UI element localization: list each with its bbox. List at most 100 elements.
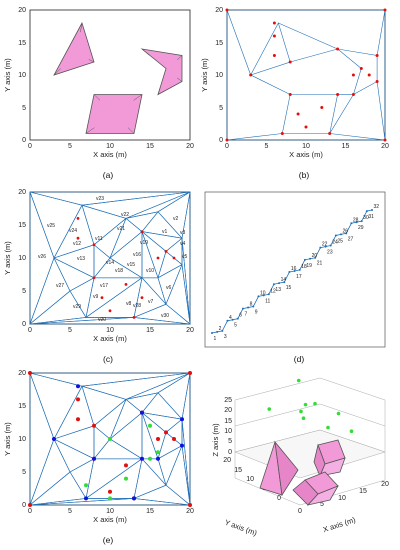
tree-node-label: 4 [229,315,232,321]
panel-f-xtick: 5 [320,501,324,508]
panel-f-points [267,378,354,434]
tree-node-label: 14 [281,277,287,283]
panel-b-xtick: 5 [265,143,269,150]
panel-f-xtick: 15 [359,488,367,495]
panel-a-xtick: 10 [106,143,114,150]
red-point [76,397,80,402]
panel-a-ylabel: Y axis (m) [3,58,12,92]
panel-a-ytick: 10 [18,72,26,79]
triangle-edge [109,411,143,460]
panel-c-vertex-label: v10 [146,268,154,274]
tree-edge [314,247,321,258]
red-point [288,60,292,64]
panel-c-vertex-label: v17 [100,283,108,289]
tree-node [252,305,255,308]
triangle-edge [141,277,167,305]
triangle-edge [157,444,183,487]
panel-c-vertex-label: v5 [182,254,188,260]
triangle-edge [181,191,191,325]
green-point [336,411,341,416]
green-point [349,429,354,434]
triangle-edge [133,458,167,499]
tree-node [241,307,244,310]
red-point [132,316,136,319]
panel-e-xtick: 5 [68,508,72,515]
blue-point [92,456,96,461]
panel-c-vertex-label: v6 [166,285,172,291]
red-point [76,417,80,422]
obstacle-edge [157,87,161,95]
green-point [296,378,301,383]
red-point [108,309,112,313]
tree-edge [283,271,290,283]
tree-node-label: 2 [219,326,222,332]
red-point [172,256,176,260]
panel-f-ylabel: Y axis (m) [224,518,259,538]
panel-c-vertex-label: v20 [98,317,106,323]
tree-node [329,244,332,247]
panel-e-points [28,371,192,507]
panel-e-ytick: 5 [22,469,26,476]
panel-e-xticks: 0 5 10 15 20 [28,508,194,515]
panel-c-vertex-label: v14 [106,260,114,266]
tree-node-label: 18 [301,264,307,270]
tree-edge [252,296,259,307]
triangle-edge [29,372,83,440]
tree-node-label: 6 [239,313,242,319]
panel-f-ztick: 15 [224,418,232,425]
tree-node [283,281,286,284]
tree-node [262,294,265,297]
red-point [108,489,112,494]
red-point [100,296,104,299]
triangle-edge [29,257,71,325]
panel-c-vertex-label: v21 [117,226,125,232]
red-point [328,132,332,135]
panel-e-yticks: 0 5 10 15 20 [18,370,26,509]
triangle-edge [29,191,83,259]
triangle-edge [29,438,71,506]
panel-b-ytick: 15 [215,40,223,47]
panel-c-vertex-label: v22 [121,212,129,218]
triangle-edge [165,418,183,447]
blue-point [52,437,56,441]
panel-c-vertex-label: v15 [127,262,135,268]
obstacle-edge [177,77,183,82]
graph-edge [278,22,338,50]
tree-node [231,318,234,321]
panel-c: Y axis (m) X axis (m) (c) 0 5 10 15 20 0… [3,189,194,364]
obstacle-edge [80,22,83,33]
panel-c-ytick: 5 [22,288,26,295]
panel-a-ytick: 15 [18,40,26,47]
tree-node-label: 13 [275,287,281,293]
panel-e-xtick: 20 [186,508,194,515]
triangle-edge [132,484,191,506]
red-point [351,93,355,96]
red-point [272,34,276,38]
panel-e-xtick: 10 [106,508,114,515]
tree-node [371,209,373,211]
tree-node-label: 27 [348,236,354,242]
tree-node-label: 30 [363,215,369,221]
red-point [367,73,371,77]
panel-f-ztick: 0 [228,449,232,456]
red-point [164,250,168,253]
panel-b-yticks: 0 5 10 15 20 [215,7,223,144]
tree-node [340,233,343,236]
tree-node [226,319,229,322]
panel-a-ytick: 0 [22,137,26,144]
panel-d-caption: (d) [294,354,305,364]
panel-c-points [76,217,176,319]
panel-b-xticks: 0 5 10 15 20 [225,143,389,150]
tree-node [345,232,348,235]
panel-c-xtick: 0 [28,327,32,334]
triangle-edge [29,372,191,387]
red-point [140,296,144,299]
panel-c-vertex-label: v28 [133,303,141,309]
panel-f-xtick: 20 [381,481,389,488]
tree-node [267,293,270,296]
blue-point [140,456,144,461]
red-point [288,93,292,96]
panel-f: Z axis (m) Y axis (m) X axis (m) 25 20 1… [211,377,389,538]
panel-c-xtick: 5 [68,327,72,334]
